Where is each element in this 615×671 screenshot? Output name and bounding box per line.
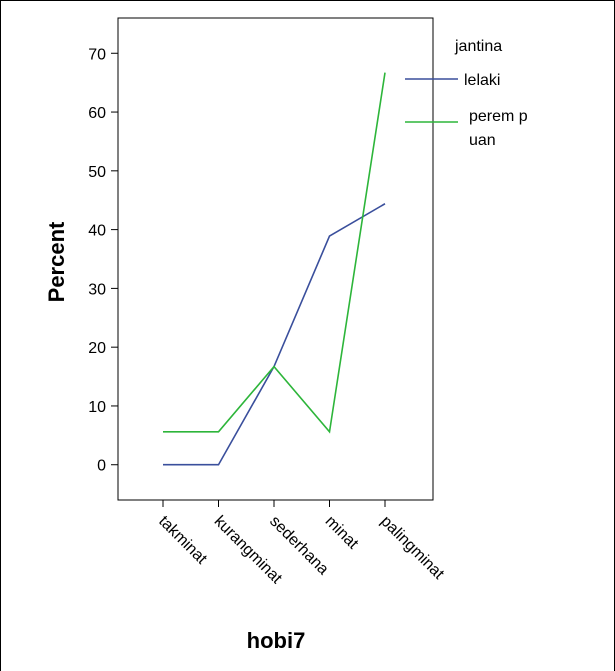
y-tick-label-30: 30 (88, 281, 106, 298)
y-tick-label-70: 70 (88, 46, 106, 63)
legend-label-perempuan-line2: uan (469, 132, 496, 149)
x-axis-title: hobi7 (247, 628, 306, 653)
series-line-lelaki (163, 203, 386, 466)
y-tick-label-10: 10 (88, 399, 106, 416)
series-line-perempuan (163, 72, 386, 434)
y-axis-title: Percent (44, 221, 69, 302)
x-tick-label-minat: minat (322, 513, 362, 553)
y-tick-label-50: 50 (88, 164, 106, 181)
y-tick-label-40: 40 (88, 223, 106, 240)
legend-label-lelaki: lelaki (464, 72, 500, 89)
series-lines (163, 72, 386, 466)
y-tick-label-20: 20 (88, 340, 106, 357)
y-tick-label-0: 0 (97, 458, 106, 475)
y-axis: 0 10 20 30 40 50 60 70 (88, 46, 118, 475)
x-tick-label-palingminat: palingminat (377, 513, 447, 583)
legend-label-perempuan-line1: perem p (469, 108, 528, 125)
plot-area (117, 17, 434, 501)
y-tick-label-60: 60 (88, 105, 106, 122)
legend: jantina lelaki perem p uan (405, 38, 528, 149)
x-tick-label-takminat: takminat (155, 513, 210, 568)
legend-title: jantina (454, 38, 502, 55)
